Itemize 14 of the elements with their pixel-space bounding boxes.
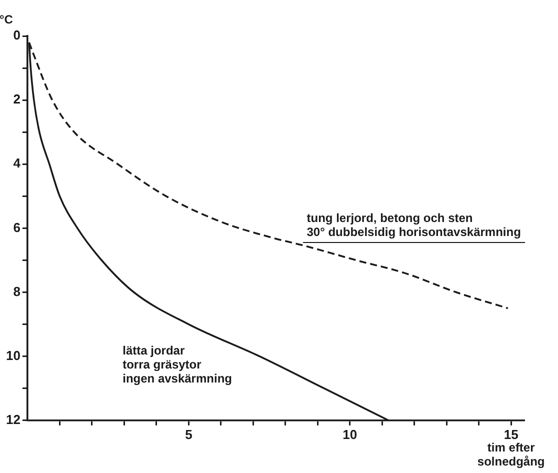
y-tick-label: 10 — [6, 348, 20, 363]
x-tick-label: 5 — [185, 426, 192, 442]
series-label: lätta jordar torra gräsytor ingen avskärmning — [122, 344, 232, 386]
y-axis-title: °C — [0, 12, 14, 26]
y-tick-label: 12 — [6, 412, 20, 427]
y-tick-label: 2 — [13, 92, 20, 107]
x-tick-label: 10 — [342, 426, 358, 442]
series-label: tung lerjord, betong och sten 30° dubbelsidig horisontavskärmning — [306, 211, 521, 240]
y-tick-label: 0 — [13, 28, 20, 43]
x-tick-label: 15 — [504, 426, 518, 442]
y-tick-label: 4 — [13, 156, 22, 171]
x-axis-title: tim efter solnedgång — [477, 440, 545, 469]
y-tick-label: 6 — [13, 220, 20, 235]
y-tick-label: 8 — [13, 284, 20, 299]
